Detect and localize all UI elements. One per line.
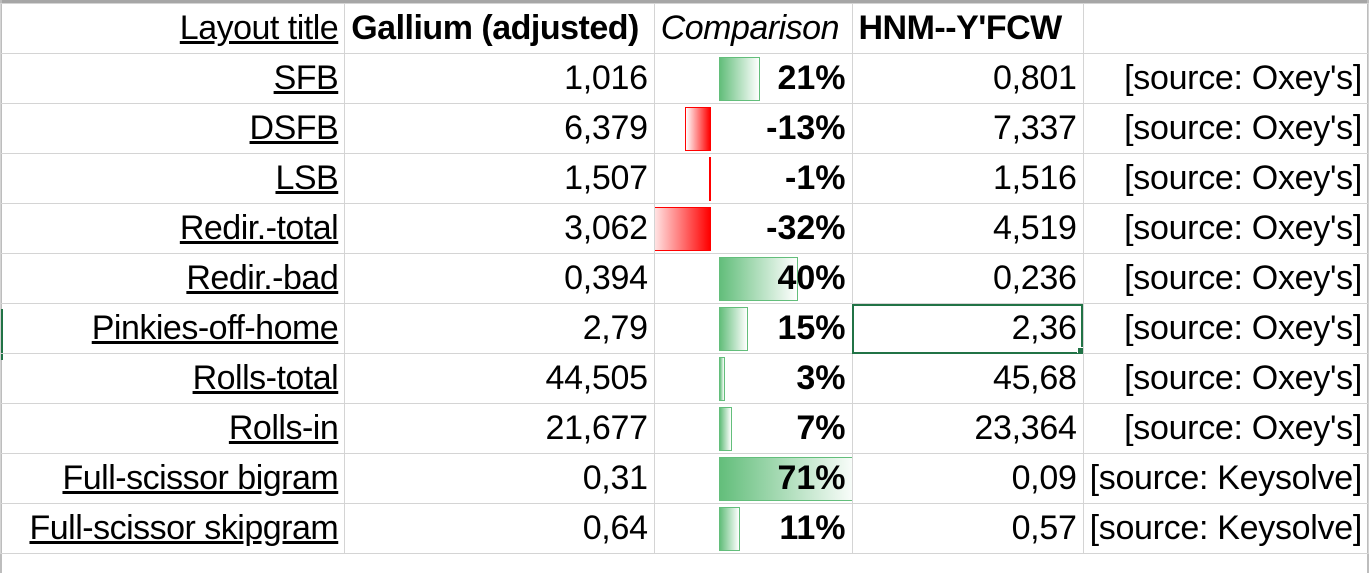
gallium-value-cell[interactable]: 1,507 bbox=[344, 153, 655, 204]
negative-data-bar bbox=[708, 157, 711, 201]
metric-name-cell[interactable]: LSB bbox=[0, 153, 346, 204]
gallium-value-cell[interactable]: 1,016 bbox=[344, 53, 655, 104]
metric-name-cell[interactable]: Redir.-bad bbox=[0, 253, 346, 304]
table-row: DSFB 6,379 -13% 7,337 [source: Oxey's] bbox=[0, 103, 1369, 154]
comparison-percent-label: 71% bbox=[777, 459, 846, 497]
table-row: Redir.-total 3,062 -32% 4,519 [source: Oxey'… bbox=[0, 203, 1369, 254]
positive-data-bar bbox=[718, 257, 798, 301]
comparison-percent-label: 3% bbox=[796, 359, 846, 397]
other-layout-value-cell[interactable]: 1,516 bbox=[851, 153, 1084, 204]
comparison-percent-label: 15% bbox=[777, 309, 846, 347]
metric-name-cell[interactable]: Rolls-in bbox=[0, 403, 346, 454]
header-comparison[interactable]: Comparison bbox=[653, 3, 853, 54]
comparison-cell[interactable]: 3% bbox=[653, 353, 853, 404]
table-row: Full-scissor skipgram 0,64 11% 0,57 [source:… bbox=[0, 503, 1369, 554]
fill-handle[interactable] bbox=[1076, 347, 1083, 353]
gallium-value-cell[interactable]: 2,79 bbox=[344, 303, 655, 354]
negative-data-bar bbox=[684, 107, 711, 151]
source-cell[interactable]: [source: Keysolve] bbox=[1082, 503, 1369, 554]
table-row: Rolls-in 21,677 7% 23,364 [source: Oxey's] bbox=[0, 403, 1369, 454]
other-layout-value-cell[interactable]: 4,519 bbox=[851, 203, 1084, 254]
table-row: Pinkies-off-home 2,79 15% 2,36 [source: Oxey… bbox=[0, 303, 1369, 354]
comparison-percent-label: 21% bbox=[777, 59, 846, 97]
gallium-value-cell[interactable]: 3,062 bbox=[344, 203, 655, 254]
source-cell[interactable]: [source: Oxey's] bbox=[1082, 303, 1369, 354]
table-row: SFB 1,016 21% 0,801 [source: Oxey's] bbox=[0, 53, 1369, 104]
metric-name-cell[interactable]: SFB bbox=[0, 53, 346, 104]
table-row: LSB 1,507 -1% 1,516 [source: Oxey's] bbox=[0, 153, 1369, 204]
other-layout-value-cell[interactable]: 7,337 bbox=[851, 103, 1084, 154]
table-row: Rolls-total 44,505 3% 45,68 [source: Oxey's] bbox=[0, 353, 1369, 404]
comparison-cell[interactable]: 15% bbox=[653, 303, 853, 354]
other-layout-value-cell[interactable]: 0,57 bbox=[851, 503, 1084, 554]
comparison-cell[interactable]: 71% bbox=[653, 453, 853, 504]
gallium-value-cell[interactable]: 0,394 bbox=[344, 253, 655, 304]
metric-name-cell[interactable]: Full-scissor skipgram bbox=[0, 503, 346, 554]
source-cell[interactable]: [source: Keysolve] bbox=[1082, 453, 1369, 504]
comparison-cell[interactable]: 21% bbox=[653, 53, 853, 104]
header-other-layout[interactable]: HNM--Y'FCW bbox=[851, 3, 1084, 54]
comparison-percent-label: -13% bbox=[766, 109, 846, 147]
metric-name-cell[interactable]: DSFB bbox=[0, 103, 346, 154]
gallium-value-cell[interactable]: 44,505 bbox=[344, 353, 655, 404]
comparison-cell[interactable]: -13% bbox=[653, 103, 853, 154]
header-layout-title[interactable]: Layout title bbox=[0, 3, 346, 54]
comparison-table: Layout title Gallium (adjusted) Comparis… bbox=[0, 3, 1369, 554]
source-cell[interactable]: [source: Oxey's] bbox=[1082, 403, 1369, 454]
comparison-cell[interactable]: -1% bbox=[653, 153, 853, 204]
comparison-cell[interactable]: -32% bbox=[653, 203, 853, 254]
comparison-cell[interactable]: 40% bbox=[653, 253, 853, 304]
comparison-percent-label: -1% bbox=[785, 159, 846, 197]
gallium-value-cell[interactable]: 0,31 bbox=[344, 453, 655, 504]
source-cell[interactable]: [source: Oxey's] bbox=[1082, 253, 1369, 304]
comparison-cell[interactable]: 11% bbox=[653, 503, 853, 554]
comparison-percent-label: 40% bbox=[777, 259, 846, 297]
comparison-percent-label: -32% bbox=[766, 209, 846, 247]
metric-name-cell[interactable]: Pinkies-off-home bbox=[0, 303, 346, 354]
positive-data-bar bbox=[718, 57, 761, 101]
positive-data-bar bbox=[718, 507, 741, 551]
top-border bbox=[0, 0, 1369, 3]
other-layout-value-cell[interactable]: 45,68 bbox=[851, 353, 1084, 404]
source-cell[interactable]: [source: Oxey's] bbox=[1082, 153, 1369, 204]
selected-cell[interactable]: 2,36 bbox=[851, 303, 1084, 354]
other-layout-value-cell[interactable]: 23,364 bbox=[851, 403, 1084, 454]
comparison-percent-label: 11% bbox=[779, 509, 846, 547]
table-row: Full-scissor bigram 0,31 71% 0,09 [source: K… bbox=[0, 453, 1369, 504]
selected-cell-value: 2,36 bbox=[1011, 309, 1077, 347]
gallium-value-cell[interactable]: 6,379 bbox=[344, 103, 655, 154]
source-cell[interactable]: [source: Oxey's] bbox=[1082, 203, 1369, 254]
source-cell[interactable]: [source: Oxey's] bbox=[1082, 353, 1369, 404]
comparison-percent-label: 7% bbox=[796, 409, 846, 447]
positive-data-bar bbox=[718, 307, 749, 351]
other-layout-value-cell[interactable]: 0,236 bbox=[851, 253, 1084, 304]
header-empty-cell[interactable] bbox=[1082, 3, 1369, 54]
negative-data-bar bbox=[655, 207, 711, 251]
comparison-cell[interactable]: 7% bbox=[653, 403, 853, 454]
other-layout-value-cell[interactable]: 0,801 bbox=[851, 53, 1084, 104]
other-layout-value-cell[interactable]: 0,09 bbox=[851, 453, 1084, 504]
metric-name-cell[interactable]: Redir.-total bbox=[0, 203, 346, 254]
metric-name-cell[interactable]: Rolls-total bbox=[0, 353, 346, 404]
metric-name-cell[interactable]: Full-scissor bigram bbox=[0, 453, 346, 504]
gallium-value-cell[interactable]: 0,64 bbox=[344, 503, 655, 554]
header-row: Layout title Gallium (adjusted) Comparis… bbox=[0, 3, 1369, 54]
positive-data-bar bbox=[718, 457, 852, 501]
positive-data-bar bbox=[718, 407, 733, 451]
table-row: Redir.-bad 0,394 40% 0,236 [source: Oxey's] bbox=[0, 253, 1369, 304]
header-gallium[interactable]: Gallium (adjusted) bbox=[344, 3, 655, 54]
source-cell[interactable]: [source: Oxey's] bbox=[1082, 103, 1369, 154]
positive-data-bar bbox=[718, 357, 725, 401]
gallium-value-cell[interactable]: 21,677 bbox=[344, 403, 655, 454]
source-cell[interactable]: [source: Oxey's] bbox=[1082, 53, 1369, 104]
